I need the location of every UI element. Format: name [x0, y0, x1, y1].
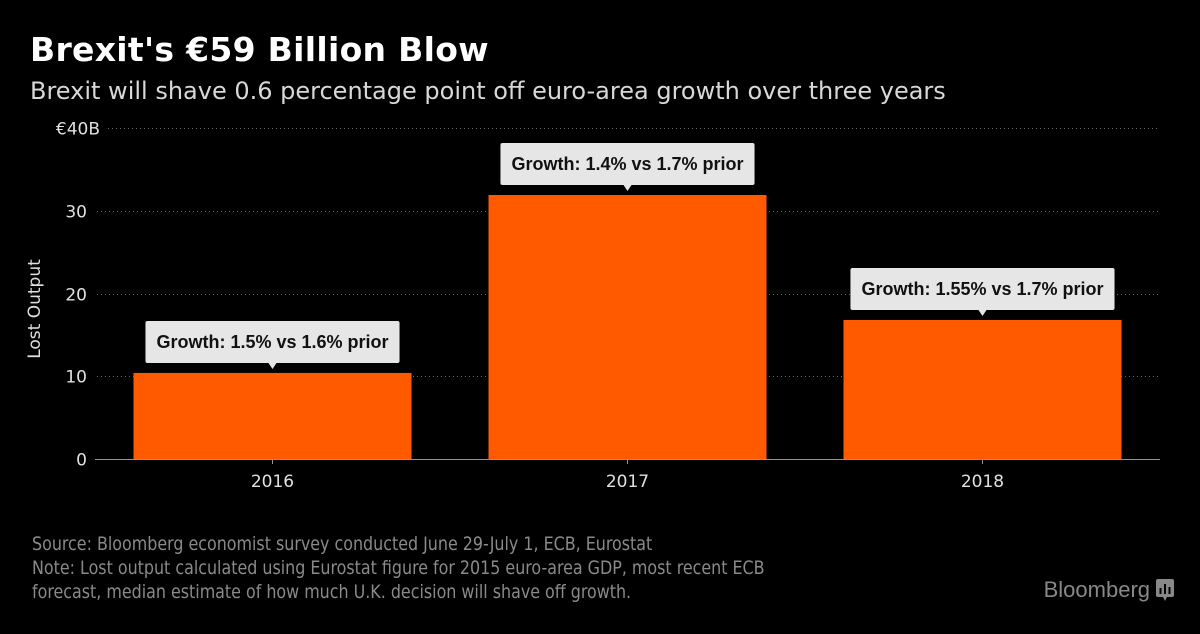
x-tick-label: 2017: [606, 472, 649, 492]
bar-chart: 0 10 20 30 €40B Lost Output 2016 2017 2018 Gro…: [25, 120, 1160, 492]
chart-title: Brexit's €59 Billion Blow: [30, 30, 489, 69]
y-axis-ticks: 0 10 20 30 €40B: [56, 120, 100, 471]
bar-2016: [133, 372, 412, 459]
y-tick-label: 0: [76, 451, 87, 471]
callout-2016: Growth: 1.5% vs 1.6% prior: [145, 320, 400, 369]
methodology-note-line-1: Note: Lost output calculated using Euros…: [32, 557, 765, 579]
y-tick-label: €40B: [56, 120, 100, 140]
chart-footer: Source: Bloomberg economist survey condu…: [32, 532, 765, 604]
logo-text: Bloomberg: [1043, 577, 1150, 602]
bloomberg-chart-bubble-icon: [1156, 579, 1174, 601]
x-axis-ticks: 2016 2017 2018: [251, 460, 1004, 492]
callout-box: [145, 320, 400, 363]
callout-box: [850, 267, 1115, 310]
x-tick-label: 2016: [251, 472, 294, 492]
callout-pointer: [268, 362, 277, 369]
gridlines: [97, 128, 1160, 377]
x-tick-label: 2018: [961, 472, 1004, 492]
annotations: Growth: 1.5% vs 1.6% prior Growth: 1.4% v…: [145, 143, 1115, 369]
callout-box: [500, 143, 755, 186]
bloomberg-logo: Bloomberg: [1044, 577, 1174, 603]
callout-pointer: [978, 309, 987, 316]
callout-pointer: [623, 185, 632, 192]
callout-text: Growth: 1.55% vs 1.7% prior: [861, 279, 1103, 299]
bars: [133, 195, 1122, 459]
y-axis-label: Lost Output: [25, 259, 45, 359]
y-tick-label: 30: [65, 203, 87, 223]
callout-2018: Growth: 1.55% vs 1.7% prior: [850, 267, 1115, 316]
bar-2017: [488, 195, 767, 459]
source-note: Source: Bloomberg economist survey condu…: [32, 533, 653, 555]
y-tick-label: 20: [65, 286, 87, 306]
bar-2018: [843, 319, 1122, 459]
callout-text: Growth: 1.4% vs 1.7% prior: [511, 154, 743, 174]
y-tick-label: 10: [65, 368, 87, 388]
callout-text: Growth: 1.5% vs 1.6% prior: [156, 332, 388, 352]
callout-2017: Growth: 1.4% vs 1.7% prior: [500, 143, 755, 192]
chart-subtitle: Brexit will shave 0.6 percentage point o…: [30, 77, 946, 105]
methodology-note-line-2: forecast, median estimate of how much U.…: [32, 581, 632, 603]
